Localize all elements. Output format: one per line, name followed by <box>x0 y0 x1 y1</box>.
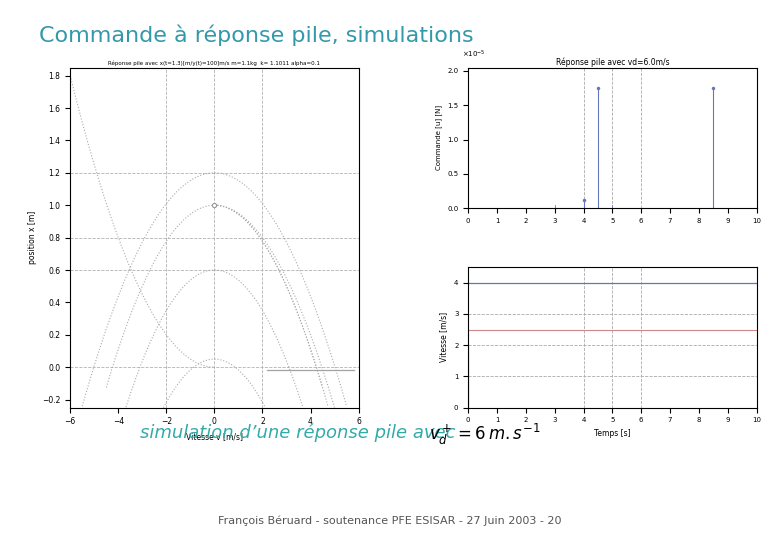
Text: simulation d’une réponse pile avec: simulation d’une réponse pile avec <box>140 424 456 442</box>
Text: Commande à réponse pile, simulations: Commande à réponse pile, simulations <box>39 24 473 46</box>
Text: $\times 10^{-5}$: $\times 10^{-5}$ <box>463 49 486 60</box>
Title: Réponse pile avec x(t=1.3)[m/y(t)=100]m/s m=1.1kg  k= 1.1011 alpha=0.1: Réponse pile avec x(t=1.3)[m/y(t)=100]m/… <box>108 60 321 66</box>
Y-axis label: position x [m]: position x [m] <box>27 211 37 264</box>
Y-axis label: Vitesse [m/s]: Vitesse [m/s] <box>439 312 448 362</box>
Y-axis label: Commande [u] [N]: Commande [u] [N] <box>435 105 441 170</box>
X-axis label: Vitesse v [m/s]: Vitesse v [m/s] <box>186 432 243 441</box>
Text: $v_d^+ = 6\,m.s^{-1}$: $v_d^+ = 6\,m.s^{-1}$ <box>429 422 541 447</box>
Title: Réponse pile avec vd=6.0m/s: Réponse pile avec vd=6.0m/s <box>555 57 669 67</box>
X-axis label: Temps [s]: Temps [s] <box>594 429 631 438</box>
Text: François Béruard - soutenance PFE ESISAR - 27 Juin 2003 - 20: François Béruard - soutenance PFE ESISAR… <box>218 516 562 526</box>
